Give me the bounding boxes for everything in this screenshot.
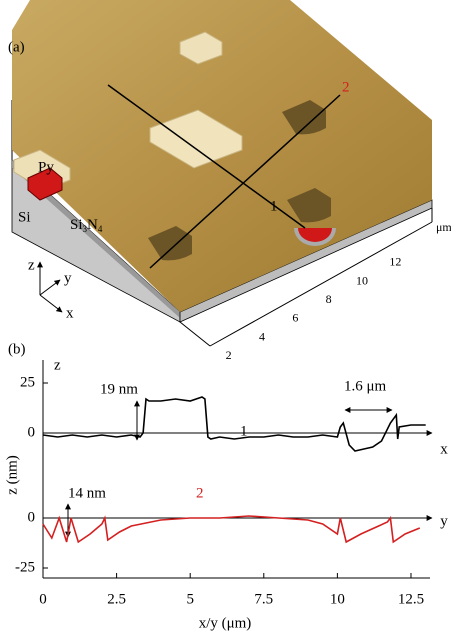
scale-tick-label: 8: [326, 292, 332, 306]
scale-tick-label: 4: [259, 329, 265, 343]
x-tick-label: 10: [330, 591, 345, 607]
x-tick-label: 5: [186, 591, 194, 607]
box-edge: [180, 322, 210, 346]
annotation: 14 nm: [68, 485, 106, 501]
axis-label: x: [66, 305, 74, 321]
data-line: [43, 397, 426, 451]
panel-label: (a): [8, 39, 25, 55]
scale-tick-label: 12: [389, 255, 401, 269]
line-label: 1: [270, 198, 278, 214]
scale-tick-label: 10: [356, 273, 368, 287]
axis-label: y: [64, 270, 72, 286]
panel-label: (b): [8, 341, 26, 357]
axis-arrow: [40, 280, 60, 295]
x-axis-title: x/y (μm): [199, 615, 252, 631]
axis-label: z: [28, 257, 35, 273]
axis-arrow: [40, 295, 62, 312]
material-label: Py: [38, 159, 54, 175]
x-tick-label: 12.5: [398, 591, 424, 607]
material-label: Si: [18, 209, 31, 225]
y-tick-label: -25: [15, 559, 35, 575]
annotation: 1.6 μm: [344, 378, 387, 394]
x-tick-label: 2.5: [107, 591, 126, 607]
axis-end-label: y: [440, 513, 448, 529]
axis-top-label: z: [54, 357, 61, 373]
series-label: 2: [196, 485, 204, 501]
profile-chart: (b) z z (nm) x/y (μm) x y 19 nm 1.6 μm 1…: [4, 341, 448, 631]
line-label: 2: [342, 79, 350, 95]
y-tick-label: 0: [28, 424, 36, 440]
x-tick-label: 0: [39, 591, 47, 607]
y-tick-label: 0: [28, 509, 36, 525]
x-tick-label: 7.5: [254, 591, 273, 607]
axis-end-label: x: [440, 441, 448, 457]
y-tick-label: 25: [20, 374, 35, 390]
data-line: [43, 516, 420, 542]
unit-label: μm: [436, 220, 451, 234]
scale-tick-label: 6: [292, 311, 298, 325]
scale-tick-label: 2: [226, 348, 232, 362]
annotation: 19 nm: [100, 381, 138, 397]
figure: (a) 1 2 Py Si Si3N4 z y x μm 24681012 (b…: [0, 0, 451, 637]
y-axis-title: z (nm): [4, 455, 20, 495]
